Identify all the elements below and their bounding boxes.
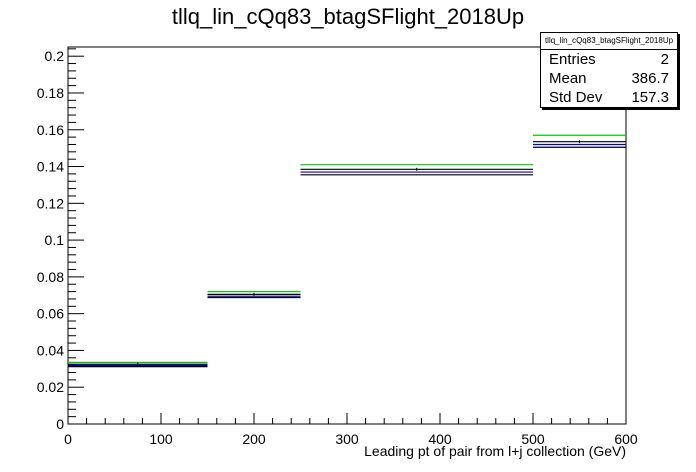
x-axis-label: Leading pt of pair from l+j collection (… — [364, 443, 626, 459]
x-tick-label: 300 — [335, 431, 359, 447]
stats-label: Mean — [549, 70, 587, 87]
stats-row-entries: Entries 2 — [541, 50, 677, 69]
x-tick-label: 200 — [242, 431, 266, 447]
y-tick-label: 0.14 — [37, 159, 64, 175]
y-tick-label: 0.02 — [37, 379, 64, 395]
stats-label: Entries — [549, 51, 596, 68]
stats-label: Std Dev — [549, 89, 603, 106]
stats-value: 386.7 — [631, 70, 669, 87]
stats-value: 2 — [660, 51, 669, 68]
y-tick-label: 0.16 — [37, 122, 64, 138]
histogram-bars — [68, 134, 626, 368]
x-tick-label: 100 — [149, 431, 173, 447]
x-tick-label: 0 — [64, 431, 72, 447]
y-tick-label: 0.06 — [37, 306, 64, 322]
y-tick-label: 0.08 — [37, 269, 64, 285]
y-tick-label: 0.04 — [37, 342, 64, 358]
stats-value: 157.3 — [631, 89, 669, 106]
axis-ticks: 0 100 200 300 400 500 600 0 0.02 0.04 0.06 0.08 0.1 0… — [37, 48, 638, 447]
stats-box: tllq_lin_cQq83_btagSFlight_2018Up Entrie… — [540, 32, 678, 108]
y-tick-label: 0 — [56, 416, 64, 432]
y-tick-label: 0.1 — [45, 232, 65, 248]
stats-row-mean: Mean 386.7 — [541, 69, 677, 88]
y-tick-label: 0.2 — [45, 48, 65, 64]
stats-box-title: tllq_lin_cQq83_btagSFlight_2018Up — [541, 33, 677, 50]
chart-title: tllq_lin_cQq83_btagSFlight_2018Up — [171, 4, 525, 29]
y-tick-label: 0.18 — [37, 85, 64, 101]
stats-row-stddev: Std Dev 157.3 — [541, 88, 677, 107]
x-tick-label: 600 — [614, 431, 638, 447]
x-tick-label: 500 — [521, 431, 545, 447]
y-tick-label: 0.12 — [37, 195, 64, 211]
x-tick-label: 400 — [428, 431, 452, 447]
